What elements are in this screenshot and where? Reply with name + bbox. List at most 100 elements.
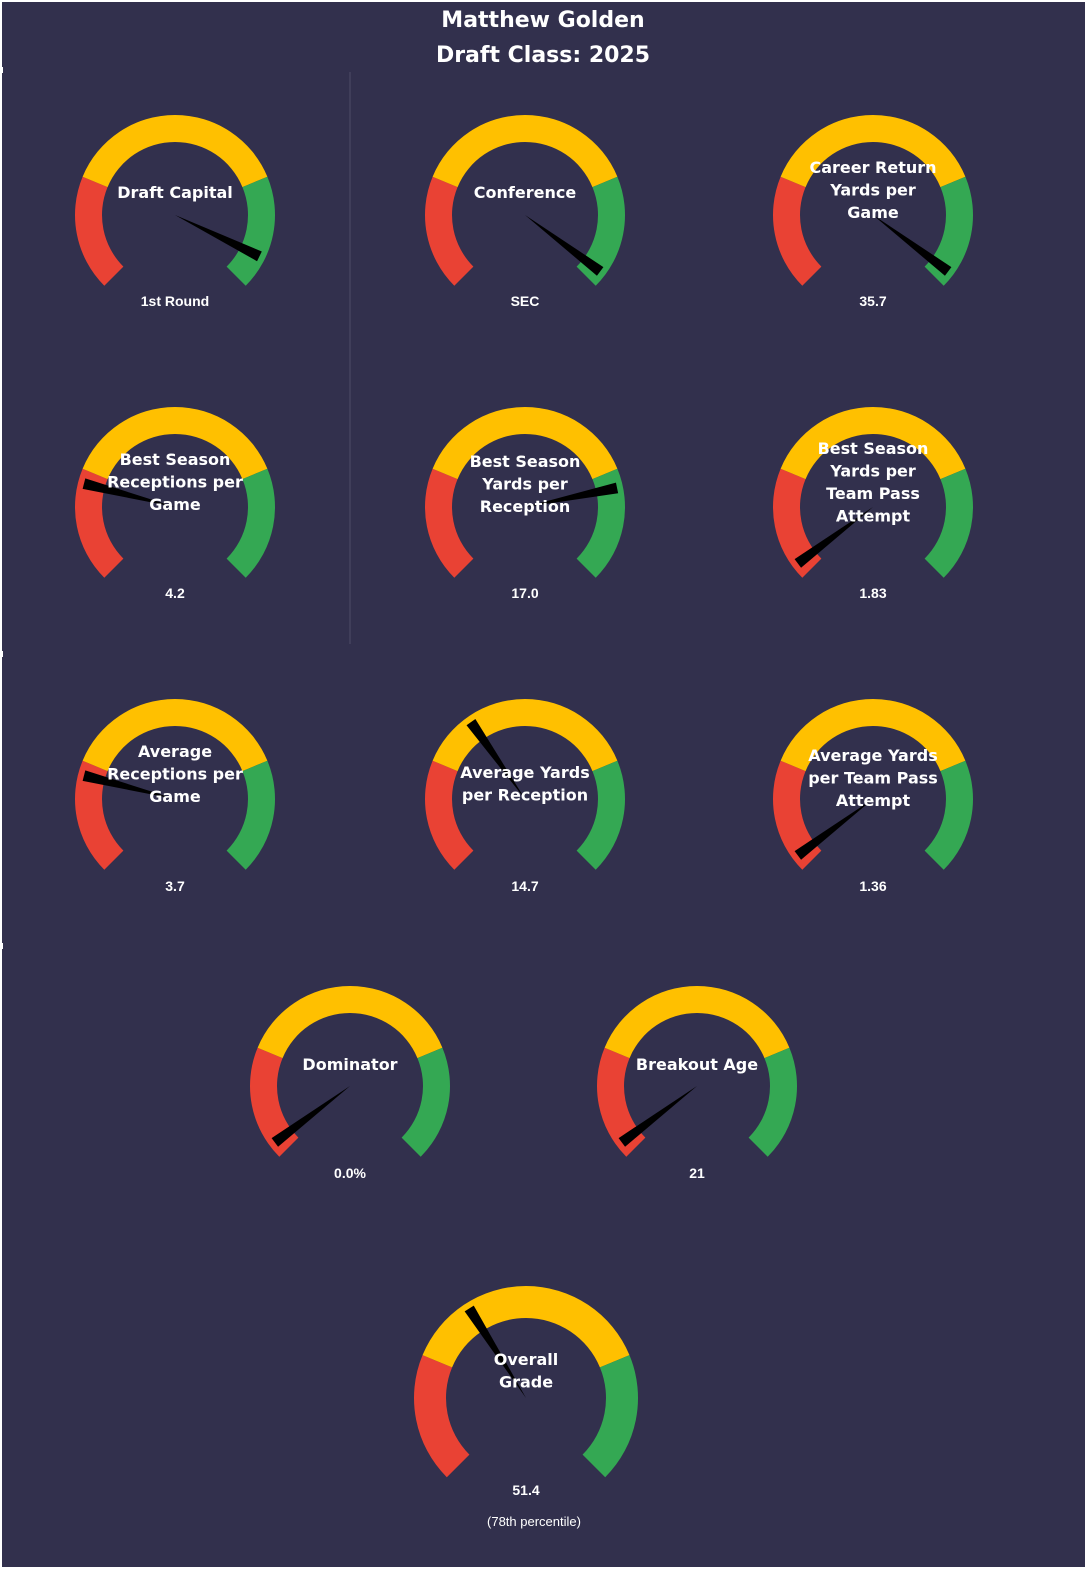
gauge-needle — [464, 1305, 526, 1398]
gauge-title-line: Breakout Age — [636, 1055, 758, 1074]
gauge-needle — [175, 215, 262, 262]
gauge-band-high — [226, 468, 275, 578]
gauge-value: 1st Round — [141, 293, 209, 309]
gauge-title-line: Best Season — [818, 439, 929, 458]
gauge-title: Average Receptions per Game — [107, 742, 243, 806]
edge-notch — [0, 943, 3, 949]
gauge-band-mid — [82, 406, 268, 480]
gauge-title-line: Average Yards — [460, 763, 589, 782]
gauge-title: Average Yards per Reception — [460, 763, 589, 805]
gauge-value: SEC — [511, 293, 540, 309]
gauge-band-mid — [780, 407, 966, 480]
gauge-title-line: Attempt — [836, 507, 911, 526]
gauge-title-line: Grade — [499, 1373, 553, 1392]
gauge-value: 21 — [689, 1165, 705, 1181]
gauge-value: 4.2 — [165, 585, 185, 601]
gauge-title: Average Yards per Team Pass Attempt — [808, 746, 938, 810]
gauge-title-line: Best Season — [470, 452, 581, 471]
average-yptpa-gauge: Average Yards per Team Pass Attempt 1.36 — [773, 699, 973, 894]
gauge-title-line: Yards per — [481, 475, 568, 494]
gauge-title: Conference — [474, 183, 577, 202]
gauge-band-mid — [780, 699, 966, 772]
gauge-band-mid — [82, 698, 268, 772]
gauge-band-high — [401, 1047, 450, 1157]
gauge-title: Overall Grade — [494, 1350, 559, 1392]
gauge-title-line: Draft Capital — [117, 183, 233, 202]
gauge-title-line: Dominator — [302, 1055, 397, 1074]
gauge-title-line: Overall — [494, 1350, 559, 1369]
edge-notch — [0, 651, 3, 657]
gauge-title-line: Game — [847, 203, 899, 222]
draft-capital-gauge: Draft Capital 1st Round — [75, 115, 275, 309]
gauge-value: 17.0 — [511, 585, 538, 601]
gauge-band-low — [414, 1355, 470, 1478]
gauge-needle — [525, 482, 619, 507]
gauge-title-line: Conference — [474, 183, 577, 202]
gauge-band-low — [75, 176, 124, 286]
edge-notch — [0, 67, 3, 73]
gauge-value: 14.7 — [511, 878, 538, 894]
gauge-needle — [618, 1086, 697, 1147]
gauge-value: 3.7 — [165, 878, 185, 894]
gauge-band-high — [576, 760, 625, 870]
gauge-title: Best Season Yards per Team Pass Attempt — [818, 439, 929, 526]
gauge-band-low — [424, 176, 474, 286]
gauge-band-high — [924, 468, 973, 578]
gauge-band-low — [773, 176, 822, 286]
gauge-needle — [271, 1086, 350, 1147]
gauge-band-low — [425, 468, 474, 578]
player-name: Matthew Golden — [441, 8, 644, 33]
gauge-title-line: Average — [138, 742, 212, 761]
gauge-value: 35.7 — [859, 293, 886, 309]
gauge-title-line: Receptions per — [107, 765, 243, 784]
career-return-yards-gauge: Career Return Yards per Game 35.7 — [773, 115, 973, 309]
gauge-title: Best Season Receptions per Game — [107, 450, 243, 514]
gauge-band-high — [582, 1355, 638, 1478]
overall-grade-gauge: Overall Grade 51.4 (78th percentile) — [414, 1286, 638, 1529]
gauge-band-mid — [432, 699, 618, 772]
dominator-gauge: Dominator 0.0% — [250, 986, 450, 1181]
gauge-title: Career Return Yards per Game — [809, 158, 936, 222]
gauge-band-mid — [432, 407, 618, 480]
gauge-title-line: Attempt — [836, 791, 911, 810]
best-season-receptions-gauge: Best Season Receptions per Game 4.2 — [74, 406, 275, 601]
gauge-sub-label: (78th percentile) — [487, 1514, 581, 1529]
gauge-band-mid — [82, 115, 268, 188]
best-season-yptpa-gauge: Best Season Yards per Team Pass Attempt 1.83 — [773, 407, 973, 601]
gauge-needle — [794, 799, 873, 860]
gauge-title-line: Team Pass — [826, 484, 920, 503]
gauge-value: 51.4 — [512, 1482, 539, 1498]
gauge-grid: Draft Capital 1st Round Conference SEC Caree… — [74, 115, 973, 1529]
gauge-title-line: Career Return — [809, 158, 936, 177]
gauge-band-high — [226, 176, 275, 286]
gauge-band-high — [924, 760, 973, 870]
gauge-title-line: Average Yards — [808, 746, 937, 765]
gauge-title: Dominator — [302, 1055, 397, 1074]
gauge-title-line: Reception — [480, 497, 570, 516]
gauge-band-high — [226, 760, 275, 870]
gauge-title-line: per Reception — [462, 786, 588, 805]
gauge-title-line: Receptions per — [107, 473, 243, 492]
gauge-title-line: Game — [149, 787, 201, 806]
gauge-band-mid — [780, 115, 966, 188]
gauge-band-low — [425, 760, 474, 870]
gauge-needle — [873, 215, 952, 276]
gauge-title-line: Best Season — [120, 450, 231, 469]
gauge-title: Breakout Age — [636, 1055, 758, 1074]
gauge-band-mid — [432, 115, 618, 188]
gauge-band-high — [748, 1047, 797, 1157]
gauge-needle — [466, 718, 525, 799]
draft-class: Draft Class: 2025 — [436, 43, 650, 68]
gauge-band-low — [74, 468, 124, 578]
gauge-band-mid — [422, 1286, 630, 1368]
gauge-band-low — [74, 760, 124, 870]
gauge-needle — [82, 478, 175, 507]
gauge-value: 1.83 — [859, 585, 886, 601]
gauge-needle — [794, 507, 873, 568]
gauge-band-high — [576, 468, 625, 578]
gauge-title: Draft Capital — [117, 183, 233, 202]
average-ypr-gauge: Average Yards per Reception 14.7 — [425, 699, 625, 894]
gauge-title-line: Game — [149, 495, 201, 514]
